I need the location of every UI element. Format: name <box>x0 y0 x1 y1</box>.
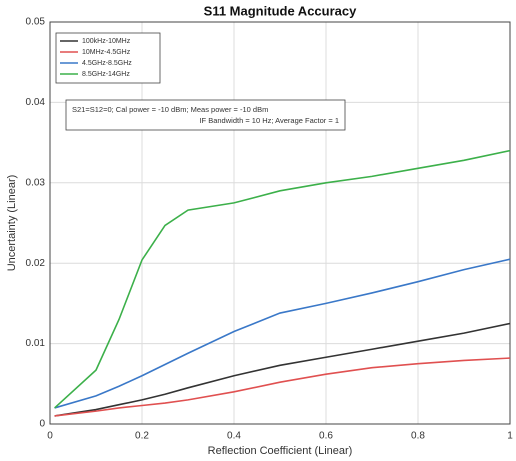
annotation: IF Bandwidth = 10 Hz; Average Factor = 1 <box>199 116 339 125</box>
legend-label: 4.5GHz-8.5GHz <box>82 60 132 67</box>
legend-label: 10MHz-4.5GHz <box>82 49 131 56</box>
x-axis-label: Reflection Coefficient (Linear) <box>208 445 353 457</box>
y-tick-label: 0.02 <box>26 258 46 269</box>
y-tick-label: 0 <box>39 419 45 430</box>
y-tick-label: 0.03 <box>26 177 46 188</box>
line-series <box>54 357 511 417</box>
line-series <box>54 322 511 417</box>
line-series <box>54 258 511 409</box>
chart-title: S11 Magnitude Accuracy <box>204 3 357 18</box>
x-tick-label: 0.2 <box>135 431 149 442</box>
x-tick-label: 0.6 <box>319 431 333 442</box>
x-tick-label: 0.8 <box>411 431 425 442</box>
plot-area <box>50 22 510 424</box>
annotation: S21=S12=0; Cal power = -10 dBm; Meas pow… <box>72 105 268 114</box>
plot-frame <box>49 21 511 425</box>
line-series <box>54 149 511 409</box>
legend-label: 100kHz-10MHz <box>82 38 131 45</box>
y-axis-label: Uncertainty (Linear) <box>6 175 18 272</box>
x-tick-label: 0.4 <box>227 431 241 442</box>
y-tick-label: 0.05 <box>26 17 46 28</box>
annotation-box <box>65 99 346 131</box>
x-tick-label: 1 <box>507 431 513 442</box>
y-tick-label: 0.01 <box>26 338 46 349</box>
legend-label: 8.5GHz-14GHz <box>82 71 130 78</box>
x-tick-label: 0 <box>47 431 53 442</box>
y-tick-label: 0.04 <box>26 97 46 108</box>
